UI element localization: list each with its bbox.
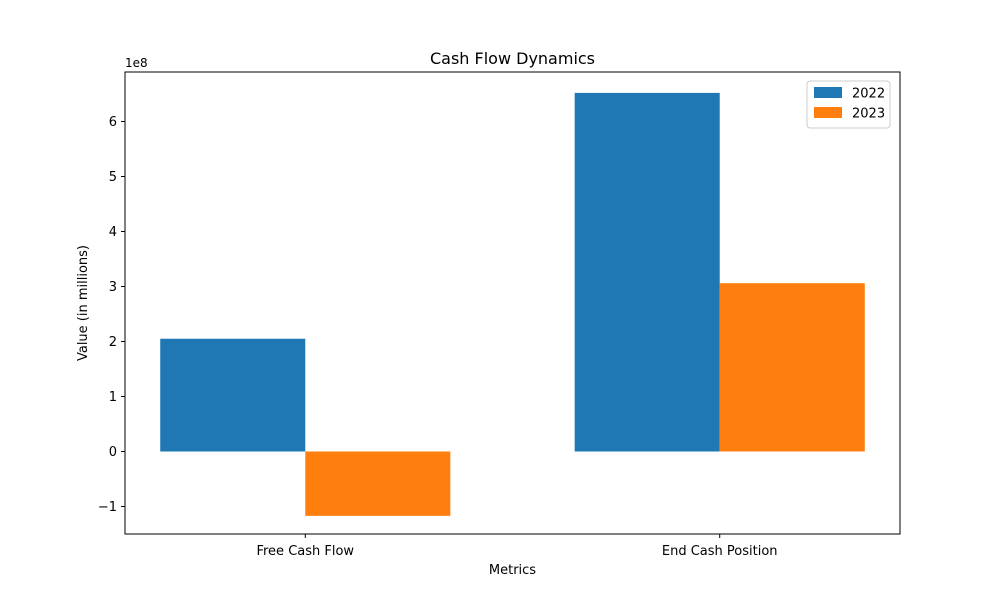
y-tick-label: 5 — [109, 170, 117, 185]
legend-label-2022: 2022 — [852, 87, 885, 102]
bar-2022-free-cash-flow — [160, 338, 306, 452]
legend-swatch-2022 — [814, 87, 842, 98]
bar-2022-end-cash-position — [574, 92, 720, 452]
x-axis: Free Cash Flow End Cash Position — [256, 534, 778, 559]
y-tick-label: 2 — [109, 335, 117, 350]
y-tick-label: 0 — [109, 445, 117, 460]
legend-swatch-2023 — [814, 107, 842, 118]
y-tick-label: 6 — [109, 115, 117, 130]
y-offset-label: 1e8 — [125, 56, 148, 70]
plot-frame — [124, 71, 901, 535]
legend-label-2023: 2023 — [852, 107, 885, 122]
x-axis-label: Metrics — [489, 563, 536, 578]
bar-2023-end-cash-position — [719, 283, 865, 452]
y-tick-label: 3 — [109, 280, 117, 295]
y-axis-label: Value (in millions) — [76, 245, 91, 361]
y-tick-label: −1 — [98, 500, 117, 515]
y-tick-label: 1 — [109, 390, 117, 405]
x-tick-label: End Cash Position — [662, 544, 778, 559]
legend: 2022 2023 — [806, 80, 891, 129]
bars-layer — [160, 92, 865, 516]
bar-2023-free-cash-flow — [305, 451, 451, 516]
x-tick-label: Free Cash Flow — [256, 544, 354, 559]
y-tick-label: 4 — [109, 225, 117, 240]
chart-title: Cash Flow Dynamics — [430, 49, 595, 68]
y-axis: −1 0 1 2 3 4 5 6 — [98, 115, 125, 515]
